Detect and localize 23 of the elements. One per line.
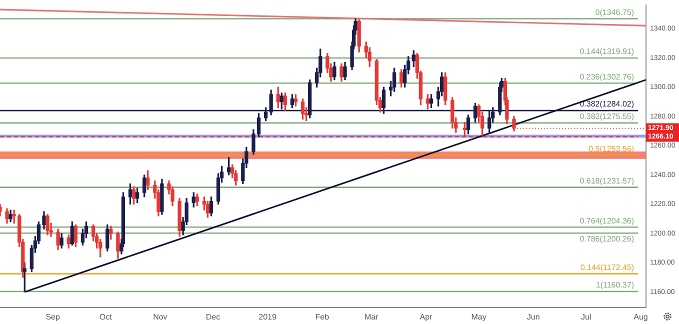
x-tick-label: Mar [364,312,379,322]
ref-line-label: 1(1160.37) [596,280,634,290]
ref-line-label: 0.382(1275.55) [580,112,634,122]
ref-line-label: 0(1346.75) [595,8,634,17]
ref-line-label: 0.382(1284.02) [580,100,634,109]
x-tick-label: Oct [99,312,113,322]
x-tick-label: Nov [153,312,168,322]
x-tick-label: May [471,312,486,322]
ref-line-label: 0.764(1204.36) [580,216,634,226]
x-tick-label: Aug [634,312,648,322]
x-tick-label: Apr [420,312,433,322]
x-tick-label: Feb [315,312,330,322]
ref-line-label: 0.144(1172.45) [580,263,634,272]
ref-line-label: 0.144(1319.91) [580,47,634,56]
ref-line-label: 0.5(1253.56) [588,144,634,154]
x-tick-label: Dec [206,312,220,322]
x-tick-label: Jun [526,312,540,322]
x-tick-label: Jul [581,312,592,322]
x-tick-label: 2019 [258,312,277,322]
ref-line-label: 0.236(1302.76) [580,72,634,82]
x-tick-label: Sep [46,312,60,322]
ref-line-label: 0.786(1200.26) [580,234,634,244]
ref-line-label: 0.618(1231.57) [580,176,634,186]
